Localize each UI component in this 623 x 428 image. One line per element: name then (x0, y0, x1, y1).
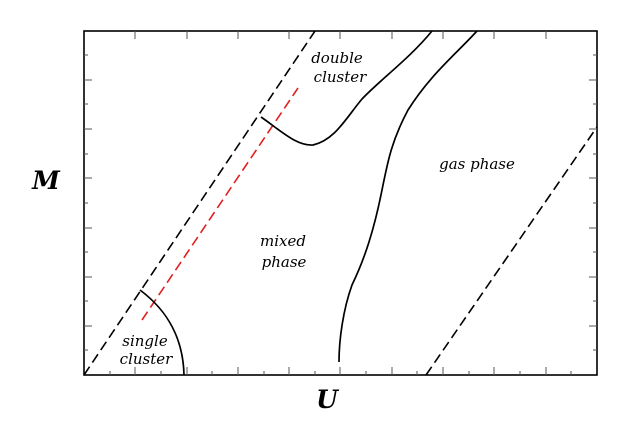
gas-phase-label: gas phase (439, 155, 515, 173)
left-dashed-boundary (83, 30, 316, 376)
x-axis-label: U (316, 385, 340, 414)
single-cluster-label-1: single (122, 332, 168, 350)
red-dashed-line (141, 87, 299, 321)
mixed-gas-boundary (338, 30, 478, 363)
double-cluster-label-1: double (311, 49, 363, 67)
double-cluster-label-2: cluster (314, 68, 367, 86)
double-cluster-boundary (260, 30, 433, 146)
right-dashed-boundary (425, 126, 598, 376)
tick-marks (84, 31, 597, 375)
plot-frame (83, 30, 598, 376)
mixed-phase-label-2: phase (262, 253, 307, 271)
single-cluster-boundary (139, 289, 185, 376)
y-axis-label: M (31, 166, 61, 195)
mixed-phase-label-1: mixed (260, 232, 306, 250)
single-cluster-label-2: cluster (120, 350, 173, 368)
